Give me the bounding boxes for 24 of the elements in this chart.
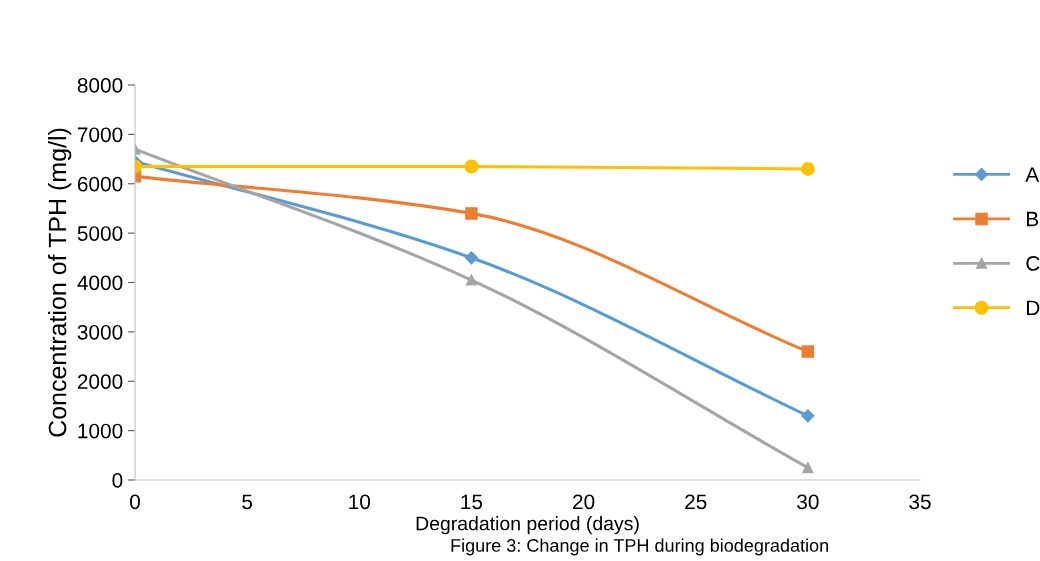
legend-label: A bbox=[1025, 167, 1040, 182]
x-tick-label: 30 bbox=[797, 494, 819, 510]
x-tick-label: 10 bbox=[349, 494, 371, 510]
legend-label: D bbox=[1026, 300, 1040, 316]
y-tick-label: 4000 bbox=[77, 275, 123, 291]
y-tick-label: 7000 bbox=[77, 127, 123, 143]
legend-label: B bbox=[1026, 211, 1039, 227]
y-tick-label: 6000 bbox=[77, 176, 123, 192]
x-tick-label: 0 bbox=[130, 494, 140, 510]
y-tick-label: 3000 bbox=[77, 324, 123, 340]
y-tick-label: 2000 bbox=[77, 374, 123, 389]
caption: Figure 3: Change in TPH during biodegradation bbox=[451, 538, 828, 556]
y-tick-label: 1000 bbox=[78, 423, 123, 439]
y-tick-label: 5000 bbox=[77, 226, 123, 241]
x-tick-label: 25 bbox=[685, 494, 707, 510]
y-tick-label: 8000 bbox=[77, 78, 123, 93]
x-tick-label: 20 bbox=[573, 494, 595, 510]
x-tick-label: 5 bbox=[242, 494, 253, 510]
legend-label: C bbox=[1026, 256, 1040, 271]
y-axis-title: Concentration of TPH (mg/l) bbox=[47, 128, 72, 437]
x-tick-label: 35 bbox=[909, 494, 931, 510]
x-axis-title: Degradation period (days) bbox=[416, 516, 639, 535]
y-tick-label: 0 bbox=[112, 473, 123, 488]
x-tick-label: 15 bbox=[461, 494, 483, 510]
